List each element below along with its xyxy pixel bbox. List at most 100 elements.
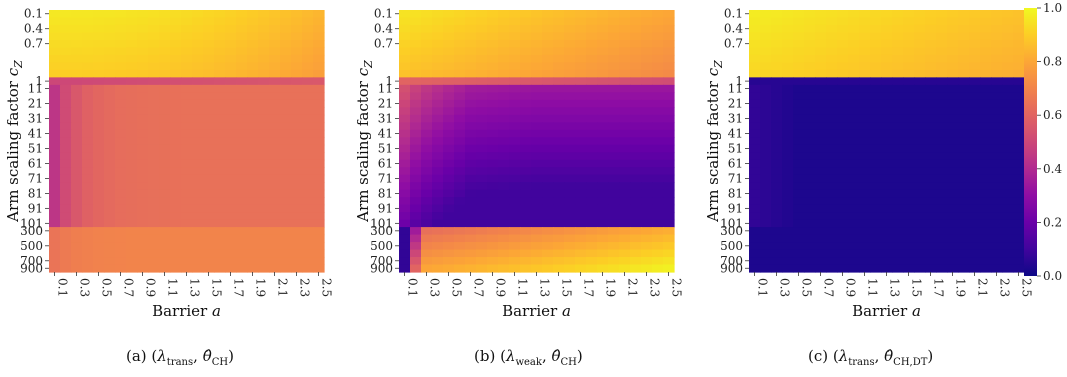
heatmap-cell — [641, 77, 653, 86]
heatmap-cell — [443, 54, 455, 63]
heatmap-cell — [652, 144, 664, 153]
heatmap-cell — [443, 249, 455, 258]
heatmap-cell — [771, 54, 783, 63]
y-tick-label: 1 — [35, 74, 43, 88]
heatmap-cell — [881, 39, 893, 49]
heatmap-cell — [509, 257, 521, 266]
heatmap-cell — [619, 204, 631, 213]
heatmap-cell — [903, 32, 915, 41]
heatmap-cell — [1002, 197, 1014, 206]
heatmap-cell — [82, 62, 94, 71]
heatmap-cell — [104, 212, 116, 221]
heatmap-cell — [881, 219, 893, 228]
heatmap-cell — [443, 152, 455, 161]
heatmap-cell — [749, 122, 761, 131]
heatmap-cell — [837, 219, 849, 228]
heatmap-cell — [82, 69, 94, 78]
heatmap-cell — [947, 77, 959, 86]
heatmap-cell — [49, 17, 61, 26]
heatmap-cell — [881, 137, 893, 146]
heatmap-cell — [892, 99, 904, 108]
heatmap-cell — [71, 54, 83, 63]
heatmap-cell — [782, 114, 794, 123]
heatmap-cell — [60, 152, 72, 161]
heatmap-cell — [619, 114, 631, 123]
heatmap-cell — [597, 17, 609, 26]
heatmap-cell — [302, 212, 314, 221]
heatmap-cell — [258, 54, 270, 63]
heatmap-cell — [980, 107, 992, 116]
heatmap-cell — [465, 234, 477, 243]
heatmap-cell — [980, 242, 992, 251]
heatmap-cell — [476, 257, 488, 266]
heatmap-cell — [71, 152, 83, 161]
heatmap-cell — [93, 77, 105, 86]
heatmap-cell — [815, 84, 827, 93]
heatmap-cell — [421, 182, 433, 191]
heatmap-cell — [71, 32, 83, 41]
heatmap-cell — [203, 77, 215, 86]
heatmap-cell — [641, 122, 653, 131]
heatmap-cell — [236, 32, 248, 41]
heatmap-cell — [432, 62, 444, 71]
heatmap-cell — [760, 77, 772, 86]
heatmap-cell — [641, 137, 653, 146]
heatmap-cell — [630, 219, 642, 228]
heatmap-cell — [410, 257, 422, 266]
heatmap-cell — [804, 189, 816, 198]
heatmap-cell — [291, 10, 303, 19]
heatmap-cell — [498, 47, 510, 56]
heatmap-cell — [115, 197, 127, 206]
heatmap-cell — [1013, 47, 1025, 56]
heatmap-cell — [914, 122, 926, 131]
heatmap-cell — [1002, 69, 1014, 78]
heatmap-cell — [225, 189, 237, 198]
heatmap-cell — [782, 122, 794, 131]
heatmap-cell — [958, 264, 970, 273]
heatmap-cell — [749, 24, 761, 34]
colorbar-tick-label: 0.6 — [1043, 108, 1062, 122]
heatmap-cell — [280, 204, 292, 213]
heatmap-cell — [881, 77, 893, 86]
heatmap-cell — [476, 189, 488, 198]
heatmap-cell — [586, 84, 598, 93]
y-tick-label: 51 — [728, 141, 743, 155]
heatmap-cell — [421, 189, 433, 198]
heatmap-cell — [782, 69, 794, 78]
heatmap-cell — [771, 77, 783, 86]
heatmap-cell — [104, 227, 116, 236]
heatmap-cell — [399, 47, 411, 56]
heatmap-cell — [509, 249, 521, 258]
heatmap-cell — [837, 189, 849, 198]
heatmap-cell — [859, 84, 871, 93]
heatmap-cell — [793, 99, 805, 108]
heatmap-cell — [804, 32, 816, 41]
heatmap-cell — [771, 129, 783, 138]
heatmap-cell — [443, 189, 455, 198]
heatmap-cell — [137, 204, 149, 213]
heatmap-cell — [859, 264, 871, 273]
heatmap-cell — [313, 182, 325, 191]
heatmap-cell — [531, 242, 543, 251]
heatmap-cell — [432, 152, 444, 161]
heatmap-cell — [892, 10, 904, 19]
heatmap-cell — [181, 264, 193, 273]
heatmap-cell — [793, 84, 805, 93]
heatmap-cell — [214, 257, 226, 266]
heatmap-cell — [969, 32, 981, 41]
heatmap-cell — [258, 189, 270, 198]
heatmap-cell — [608, 189, 620, 198]
heatmap-cell — [148, 122, 160, 131]
heatmap-cell — [859, 17, 871, 26]
heatmap-cell — [148, 54, 160, 63]
heatmap-cell — [925, 129, 937, 138]
heatmap-cell — [214, 152, 226, 161]
heatmap-cell — [881, 264, 893, 273]
heatmap-cell — [71, 114, 83, 123]
heatmap-cell — [586, 39, 598, 49]
heatmap-cell — [520, 129, 532, 138]
heatmap-cell — [82, 212, 94, 221]
heatmap-cell — [421, 54, 433, 63]
heatmap-cell — [564, 114, 576, 123]
heatmap-cell — [509, 242, 521, 251]
